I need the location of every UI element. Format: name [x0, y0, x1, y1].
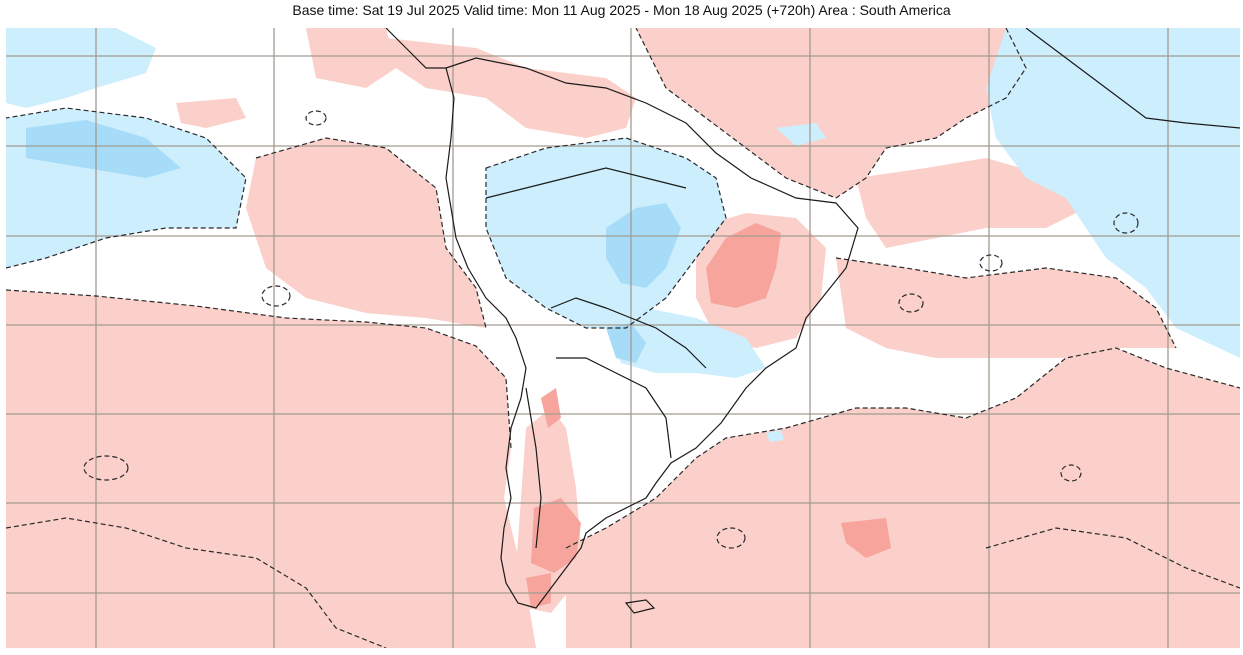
pink-atlantic-south: [566, 348, 1240, 648]
border-line: [485, 167, 687, 199]
pink-atlantic-east: [856, 158, 1086, 248]
contour-loop: [1113, 212, 1139, 234]
blue-north-atlantic-east: [986, 28, 1240, 358]
border-line: [556, 357, 672, 459]
zero-contours: [6, 28, 1240, 648]
contour-north-atlantic: [635, 28, 1027, 199]
pink-strong-andes: [541, 388, 561, 428]
contour-atlantic-lower: [985, 527, 1240, 589]
pink-strong-brazil: [706, 223, 781, 308]
anomaly-map: [6, 28, 1240, 648]
pink-atlantic-mid: [836, 258, 1176, 358]
blue-atlantic-small: [766, 430, 784, 442]
pink-strong-atlantic: [841, 518, 891, 558]
pink-pacific-south: [6, 290, 536, 648]
contour-pacific-lower: [6, 517, 387, 648]
contour-loop: [898, 293, 924, 313]
falklands: [624, 599, 656, 614]
contour-pacific-west: [6, 107, 247, 269]
pink-pacific-north: [306, 28, 396, 88]
contour-loop: [1060, 464, 1082, 482]
contour-atlantic-mid: [835, 257, 1177, 349]
contour-atlantic-south: [565, 347, 1240, 549]
coastlines: [385, 28, 1240, 614]
blue-strong-paraguay: [606, 323, 646, 363]
lat-lon-grid: [6, 28, 1240, 648]
contour-pacific-central: [255, 137, 487, 329]
negative-strong-areas: [26, 120, 681, 363]
contour-loop: [83, 455, 129, 481]
caribbean-coast: [1025, 28, 1240, 129]
contour-loop: [979, 254, 1003, 272]
pink-north-atlantic: [636, 28, 1026, 198]
contour-amazon: [485, 137, 727, 329]
border-line: [525, 387, 542, 549]
pink-pacific-central: [246, 138, 486, 328]
contour-loop: [261, 285, 291, 307]
contour-pacific-south: [6, 289, 512, 449]
pink-caribbean: [386, 38, 636, 138]
blue-atlantic-islet: [776, 123, 826, 146]
blue-strong-amazon: [606, 203, 681, 288]
central-america-coast: [385, 28, 446, 69]
pink-strong-patagonia-south: [526, 573, 551, 608]
south-america-coast: [445, 57, 859, 609]
forecast-title: Base time: Sat 19 Jul 2025 Valid time: M…: [292, 2, 951, 18]
contour-loop: [716, 527, 746, 549]
contour-loop: [305, 110, 327, 126]
border-line: [550, 297, 707, 369]
blue-strong-pacific: [26, 120, 181, 178]
pink-strong-patagonia: [531, 498, 581, 573]
positive-strong-areas: [526, 223, 891, 608]
blue-pacific-northwest: [6, 28, 156, 108]
pink-pacific-west-blob: [176, 98, 246, 128]
